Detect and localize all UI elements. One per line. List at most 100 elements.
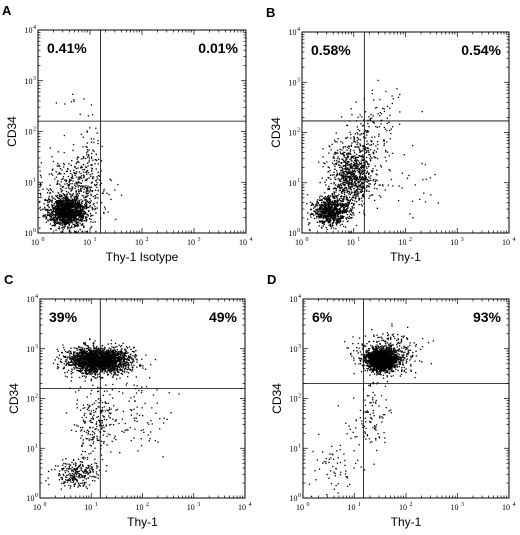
event-dot <box>370 144 373 146</box>
event-dot <box>77 218 80 220</box>
event-dot <box>358 172 360 174</box>
event-dot <box>48 207 50 209</box>
event-dot <box>334 184 337 186</box>
event-dot <box>370 140 372 142</box>
event-dot <box>339 207 341 210</box>
event-dot <box>370 140 372 143</box>
event-dot <box>324 217 326 219</box>
event-dot <box>411 200 414 202</box>
event-dot <box>391 95 393 97</box>
event-dot <box>339 224 342 226</box>
event-dot <box>336 185 338 187</box>
event-dot <box>81 180 84 182</box>
x-tick-label-exponent: 1 <box>94 237 97 243</box>
event-dot <box>318 210 320 212</box>
event-dot <box>67 369 70 372</box>
event-dot <box>325 218 327 220</box>
event-dot <box>343 211 345 213</box>
y-tick-label-exponent: 2 <box>33 127 36 133</box>
event-dot <box>61 215 63 218</box>
event-dot <box>56 204 58 207</box>
event-dot <box>66 199 68 202</box>
event-dot <box>88 159 90 161</box>
event-dot <box>327 222 329 224</box>
event-dot <box>50 219 52 221</box>
event-dot <box>97 178 99 180</box>
event-dot <box>375 125 377 128</box>
event-dot <box>107 361 109 364</box>
event-dot <box>343 178 345 181</box>
event-dot <box>76 196 78 198</box>
event-dot <box>72 219 74 222</box>
event-dot <box>65 197 67 199</box>
event-dot <box>341 173 343 176</box>
event-dot <box>61 210 63 213</box>
event-dot <box>103 190 105 192</box>
event-dot <box>350 187 352 189</box>
event-dot <box>327 166 329 168</box>
event-dot <box>335 196 337 198</box>
event-dot <box>60 202 62 204</box>
event-dot <box>91 190 93 193</box>
event-dot <box>68 221 70 223</box>
event-dot <box>77 191 80 193</box>
event-dot <box>55 229 57 231</box>
event-dot <box>52 168 54 170</box>
event-dot <box>336 214 338 216</box>
event-dot <box>340 192 343 194</box>
event-dot <box>343 156 345 158</box>
event-dot <box>346 191 348 194</box>
event-dot <box>348 191 351 193</box>
event-dot <box>351 214 353 216</box>
event-dot <box>349 182 351 184</box>
event-dot <box>71 213 73 215</box>
event-dot <box>90 175 92 177</box>
event-dot <box>70 222 72 224</box>
event-dot <box>344 177 347 179</box>
event-dot <box>376 106 378 109</box>
event-dot <box>355 160 357 162</box>
event-dot <box>61 214 63 216</box>
event-dot <box>102 366 104 369</box>
event-dot <box>63 151 65 154</box>
event-dot <box>111 346 113 348</box>
event-dot <box>62 219 64 222</box>
event-dot <box>121 358 123 360</box>
event-dot <box>114 350 116 352</box>
event-dot <box>329 212 331 214</box>
event-dot <box>358 199 360 201</box>
event-dot <box>52 217 55 219</box>
event-dot <box>349 153 351 155</box>
event-dot <box>58 207 60 209</box>
event-dot <box>61 352 63 354</box>
event-dot <box>94 163 96 165</box>
event-dot <box>363 179 365 181</box>
event-dot <box>98 158 100 161</box>
event-dot <box>357 187 359 189</box>
event-dot <box>409 213 411 215</box>
event-dot <box>47 219 49 221</box>
event-dot <box>85 356 87 359</box>
event-dot <box>359 143 361 145</box>
event-dot <box>338 204 340 206</box>
event-dot <box>317 215 319 217</box>
event-dot <box>119 350 121 352</box>
event-dot <box>73 219 75 221</box>
event-dot <box>353 161 355 163</box>
event-dot <box>349 163 351 165</box>
event-dot <box>86 367 89 369</box>
event-dot <box>356 177 359 179</box>
event-dot <box>348 185 350 187</box>
event-dot <box>361 166 363 169</box>
event-dot <box>353 155 355 157</box>
x-tick-label: 10 <box>83 238 91 247</box>
x-tick-label-exponent: 3 <box>198 237 201 243</box>
event-dot <box>44 199 46 201</box>
event-dot <box>76 161 78 163</box>
event-dot <box>356 201 358 203</box>
event-dot <box>341 200 343 202</box>
event-dot <box>406 177 409 179</box>
event-dot <box>335 152 338 154</box>
event-dot <box>83 225 85 227</box>
event-dot <box>78 177 80 180</box>
